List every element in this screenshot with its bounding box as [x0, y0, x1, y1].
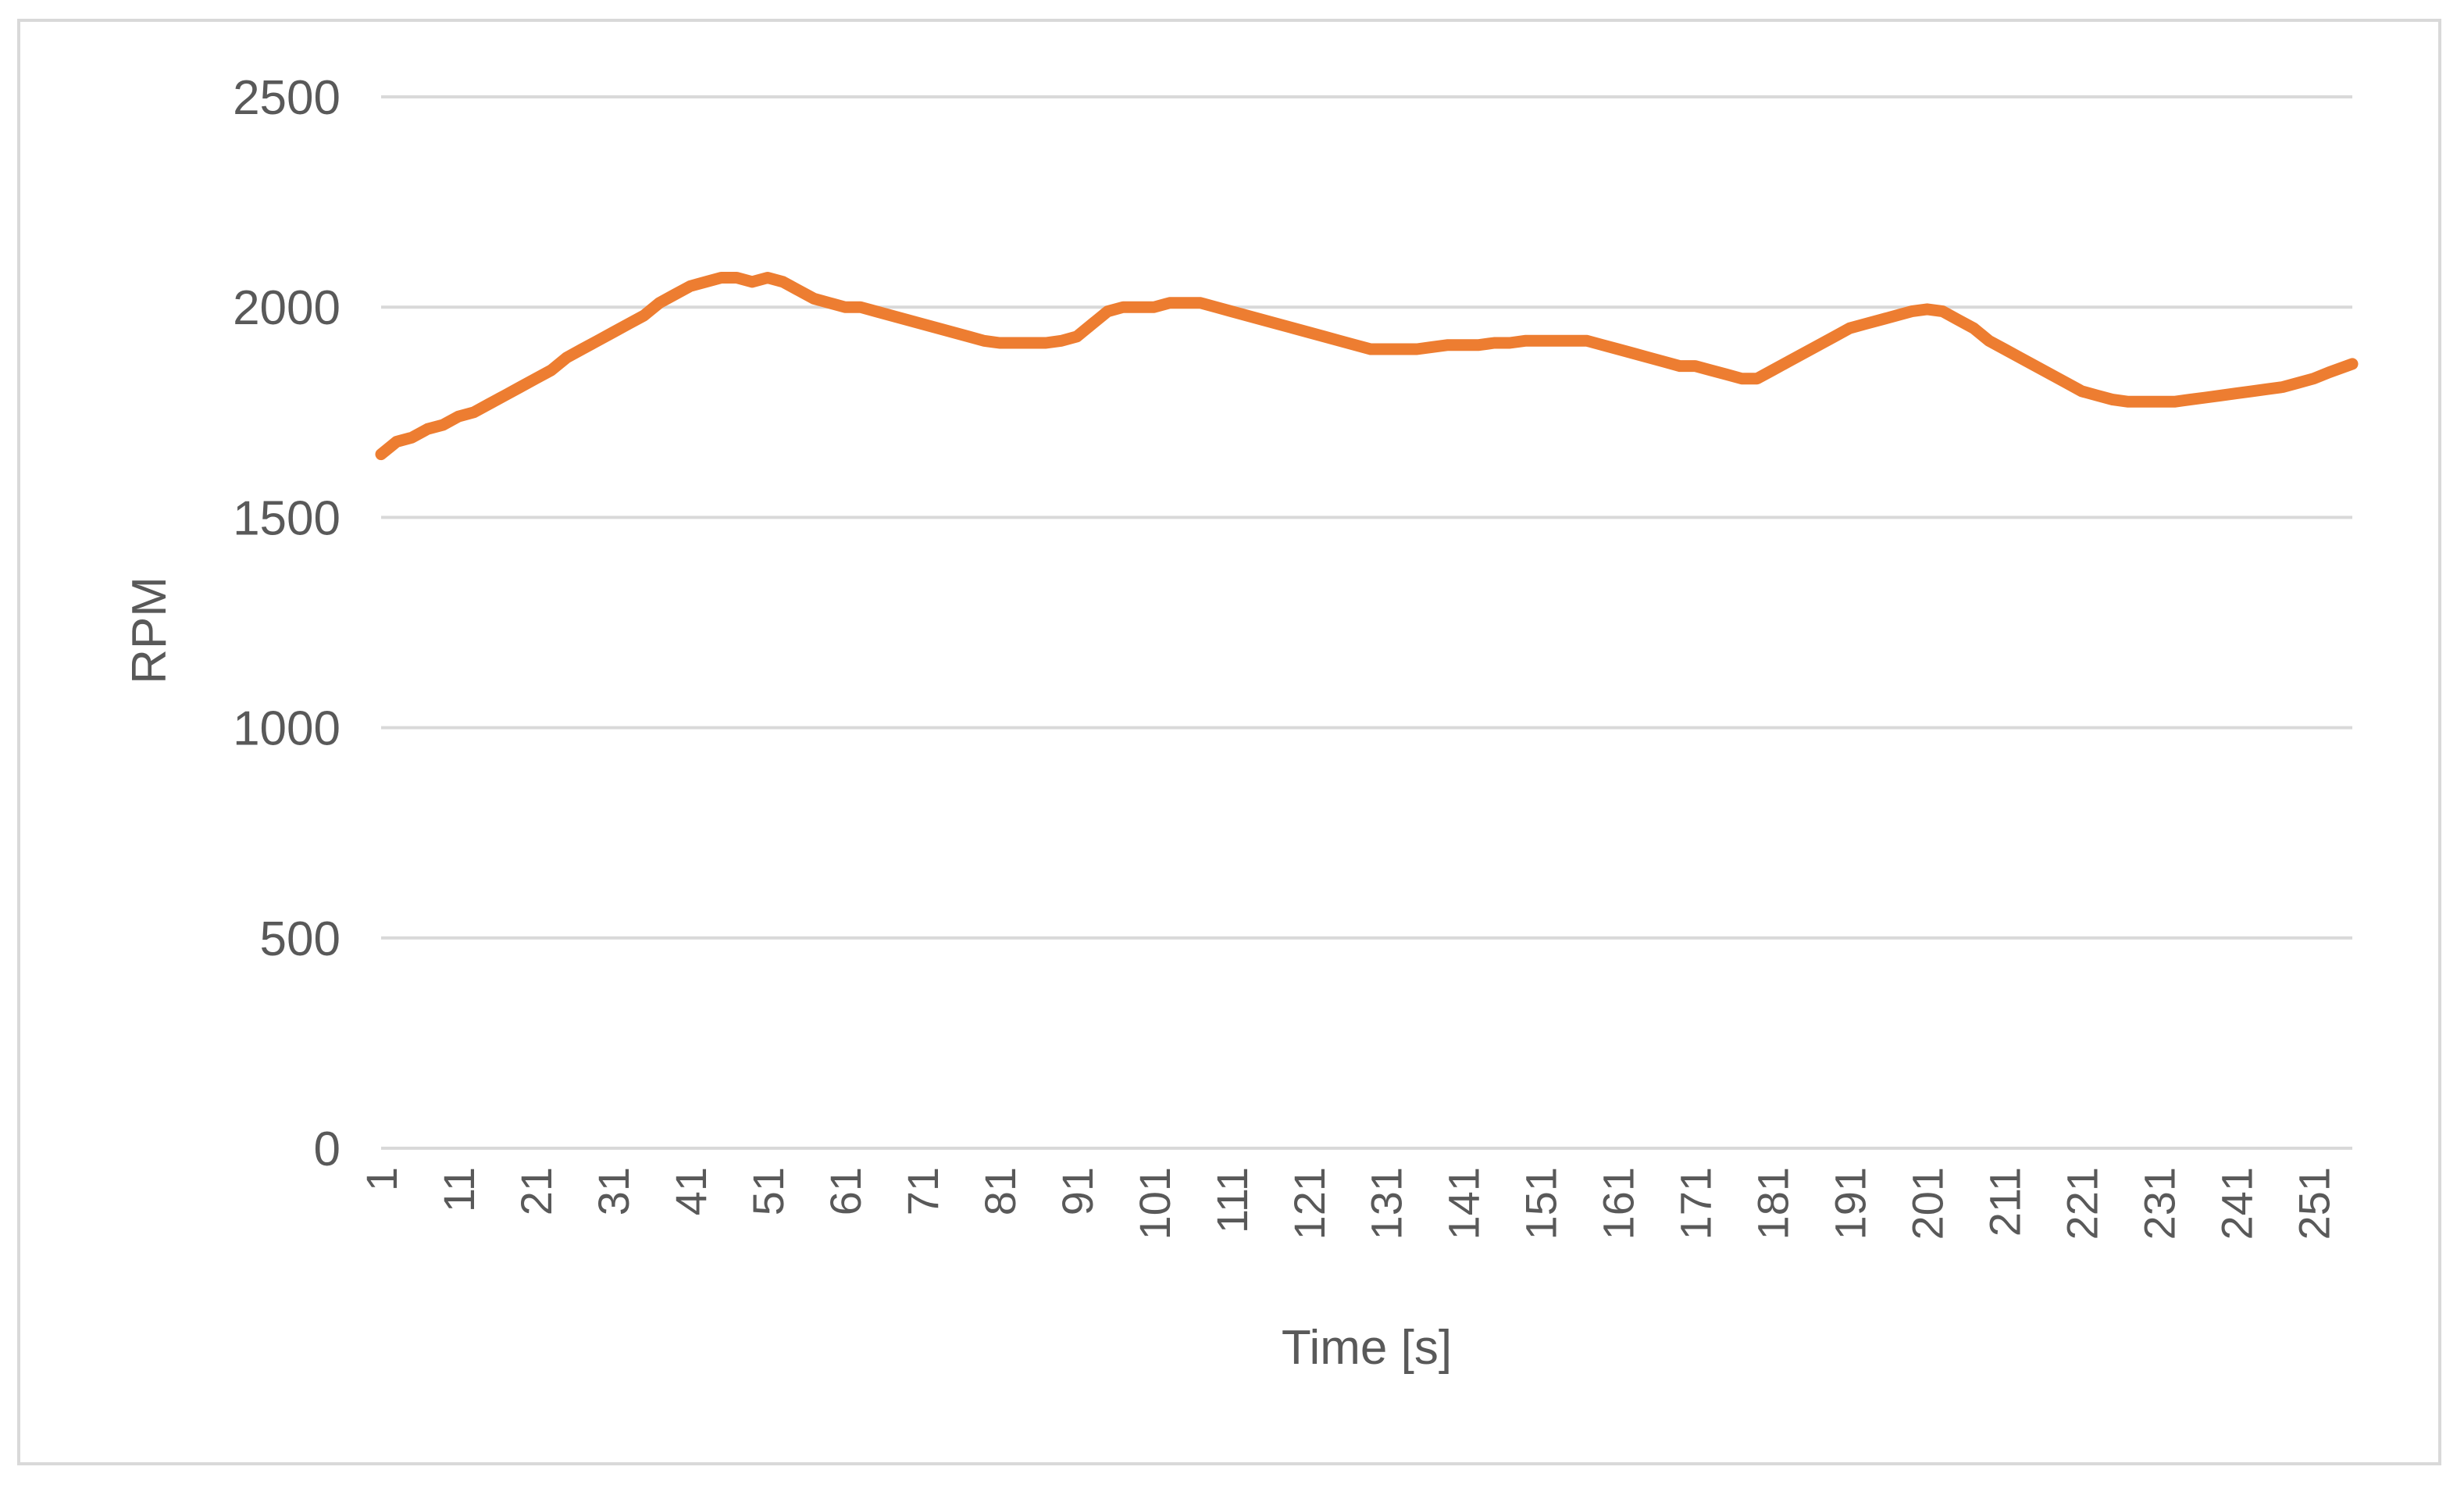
x-tick-label: 81 — [975, 1167, 1025, 1215]
series-line — [375, 272, 2359, 461]
x-tick-label: 251 — [2290, 1167, 2339, 1240]
x-tick-label: 241 — [2213, 1167, 2262, 1240]
x-tick-label: 91 — [1053, 1167, 1102, 1215]
x-tick-label: 141 — [1439, 1167, 1489, 1240]
x-tick-label: 161 — [1594, 1167, 1643, 1240]
x-tick-label: 151 — [1517, 1167, 1566, 1240]
x-tick-label: 191 — [1826, 1167, 1875, 1240]
x-tick-label: 111 — [1207, 1167, 1257, 1233]
x-tick-label: 121 — [1285, 1167, 1334, 1240]
y-tick-label: 500 — [260, 912, 341, 966]
y-axis-title: RPM — [123, 576, 177, 684]
x-axis-tick-labels: 1 11 21 31 41 51 61 71 81 91 101 111 121 131 141 151 161… — [357, 1167, 2339, 1240]
x-tick-label: 1 — [357, 1167, 406, 1191]
chart-frame: 0 500 1000 1500 2000 2500 1 11 21 31 41 51 61 71 81 91… — [17, 19, 2441, 1465]
x-tick-label: 131 — [1362, 1167, 1411, 1240]
x-tick-label: 101 — [1130, 1167, 1179, 1240]
x-tick-label: 231 — [2135, 1167, 2184, 1240]
x-tick-label: 71 — [898, 1167, 947, 1215]
y-tick-label: 1500 — [233, 491, 341, 545]
y-axis-tick-labels: 0 500 1000 1500 2000 2500 — [233, 71, 341, 1176]
y-tick-label: 2500 — [233, 71, 341, 125]
x-tick-label: 11 — [434, 1167, 483, 1212]
x-tick-label: 181 — [1749, 1167, 1798, 1240]
x-tick-label: 41 — [666, 1167, 715, 1215]
y-tick-label: 2000 — [233, 281, 341, 335]
x-tick-label: 51 — [743, 1167, 793, 1215]
x-tick-label: 31 — [589, 1167, 638, 1215]
x-tick-label: 201 — [1903, 1167, 1952, 1240]
x-tick-label: 211 — [1981, 1167, 2030, 1236]
x-tick-label: 171 — [1671, 1167, 1721, 1240]
x-axis-title: Time [s] — [1282, 1321, 1452, 1375]
x-tick-label: 21 — [512, 1167, 561, 1215]
x-tick-label: 221 — [2058, 1167, 2107, 1240]
y-tick-label: 0 — [314, 1122, 341, 1176]
gridlines — [381, 95, 2352, 1150]
series-layer — [375, 272, 2359, 461]
y-tick-label: 1000 — [233, 702, 341, 756]
x-tick-label: 61 — [821, 1167, 870, 1215]
